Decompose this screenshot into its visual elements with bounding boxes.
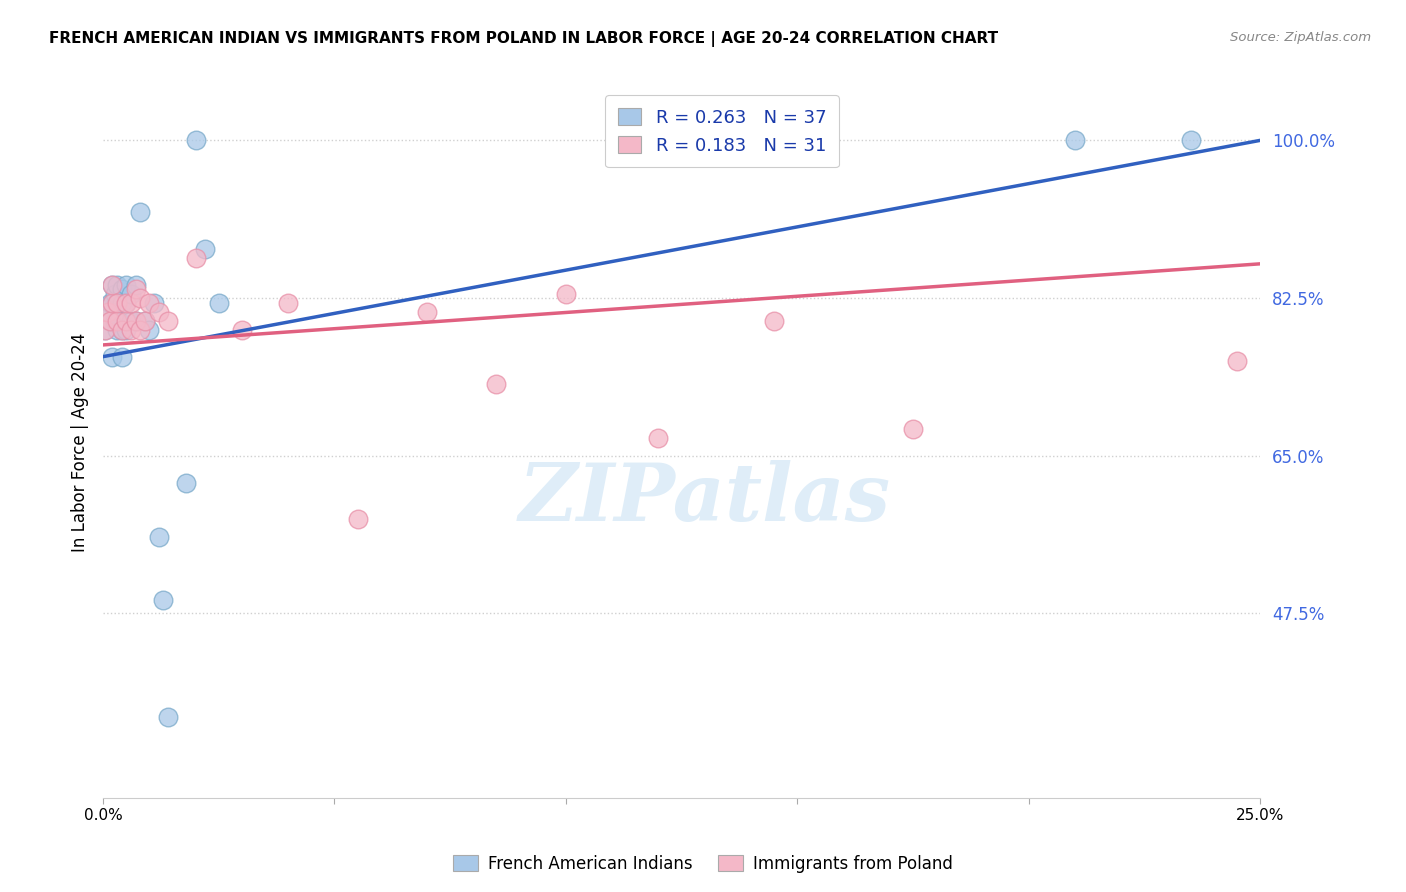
Point xyxy=(124,277,146,292)
Point xyxy=(124,313,146,327)
Point xyxy=(1180,133,1202,147)
Point xyxy=(105,323,128,337)
Point xyxy=(129,205,152,219)
Point xyxy=(120,323,142,337)
Legend: R = 0.263   N = 37, R = 0.183   N = 31: R = 0.263 N = 37, R = 0.183 N = 31 xyxy=(605,95,839,168)
Point xyxy=(115,277,138,292)
Point xyxy=(124,282,146,296)
Point xyxy=(129,291,152,305)
Point xyxy=(194,242,217,256)
Point xyxy=(184,133,207,147)
Text: FRENCH AMERICAN INDIAN VS IMMIGRANTS FROM POLAND IN LABOR FORCE | AGE 20-24 CORR: FRENCH AMERICAN INDIAN VS IMMIGRANTS FRO… xyxy=(49,31,998,47)
Point xyxy=(105,295,128,310)
Text: ZIPatlas: ZIPatlas xyxy=(519,460,891,538)
Point xyxy=(105,313,128,327)
Point xyxy=(111,282,134,296)
Legend: French American Indians, Immigrants from Poland: French American Indians, Immigrants from… xyxy=(447,848,959,880)
Text: Source: ZipAtlas.com: Source: ZipAtlas.com xyxy=(1230,31,1371,45)
Point xyxy=(105,295,128,310)
Point xyxy=(105,277,128,292)
Point xyxy=(485,376,508,391)
Point xyxy=(176,475,198,490)
Point xyxy=(138,295,160,310)
Point xyxy=(134,313,156,327)
Point xyxy=(152,592,174,607)
Point xyxy=(111,350,134,364)
Point xyxy=(208,295,231,310)
Point xyxy=(104,313,127,327)
Point xyxy=(115,323,138,337)
Point xyxy=(115,295,138,310)
Point xyxy=(101,295,124,310)
Point xyxy=(104,286,127,301)
Point xyxy=(115,313,138,327)
Point xyxy=(101,295,124,310)
Point xyxy=(148,530,170,544)
Point xyxy=(416,304,439,318)
Point xyxy=(101,277,124,292)
Point xyxy=(120,286,142,301)
Point xyxy=(111,295,134,310)
Point xyxy=(111,323,134,337)
Point xyxy=(111,323,134,337)
Point xyxy=(100,313,122,327)
Point xyxy=(98,313,121,327)
Point xyxy=(1226,354,1249,368)
Point xyxy=(647,431,669,445)
Point xyxy=(94,323,117,337)
Point xyxy=(277,295,299,310)
Point xyxy=(120,295,142,310)
Point xyxy=(346,512,368,526)
Point xyxy=(231,323,253,337)
Point xyxy=(101,277,124,292)
Point xyxy=(124,313,146,327)
Point xyxy=(97,304,120,318)
Point xyxy=(143,295,166,310)
Point xyxy=(94,323,117,337)
Point xyxy=(129,323,152,337)
Point xyxy=(108,313,131,327)
Y-axis label: In Labor Force | Age 20-24: In Labor Force | Age 20-24 xyxy=(72,333,89,552)
Point xyxy=(554,286,576,301)
Point xyxy=(134,313,156,327)
Point xyxy=(901,422,924,436)
Point xyxy=(138,323,160,337)
Point xyxy=(98,295,121,310)
Point xyxy=(1063,133,1085,147)
Point xyxy=(156,710,179,724)
Point xyxy=(101,350,124,364)
Point xyxy=(184,251,207,265)
Point xyxy=(97,304,120,318)
Point xyxy=(120,313,142,327)
Point xyxy=(115,295,138,310)
Point xyxy=(763,313,786,327)
Point xyxy=(148,304,170,318)
Point xyxy=(156,313,179,327)
